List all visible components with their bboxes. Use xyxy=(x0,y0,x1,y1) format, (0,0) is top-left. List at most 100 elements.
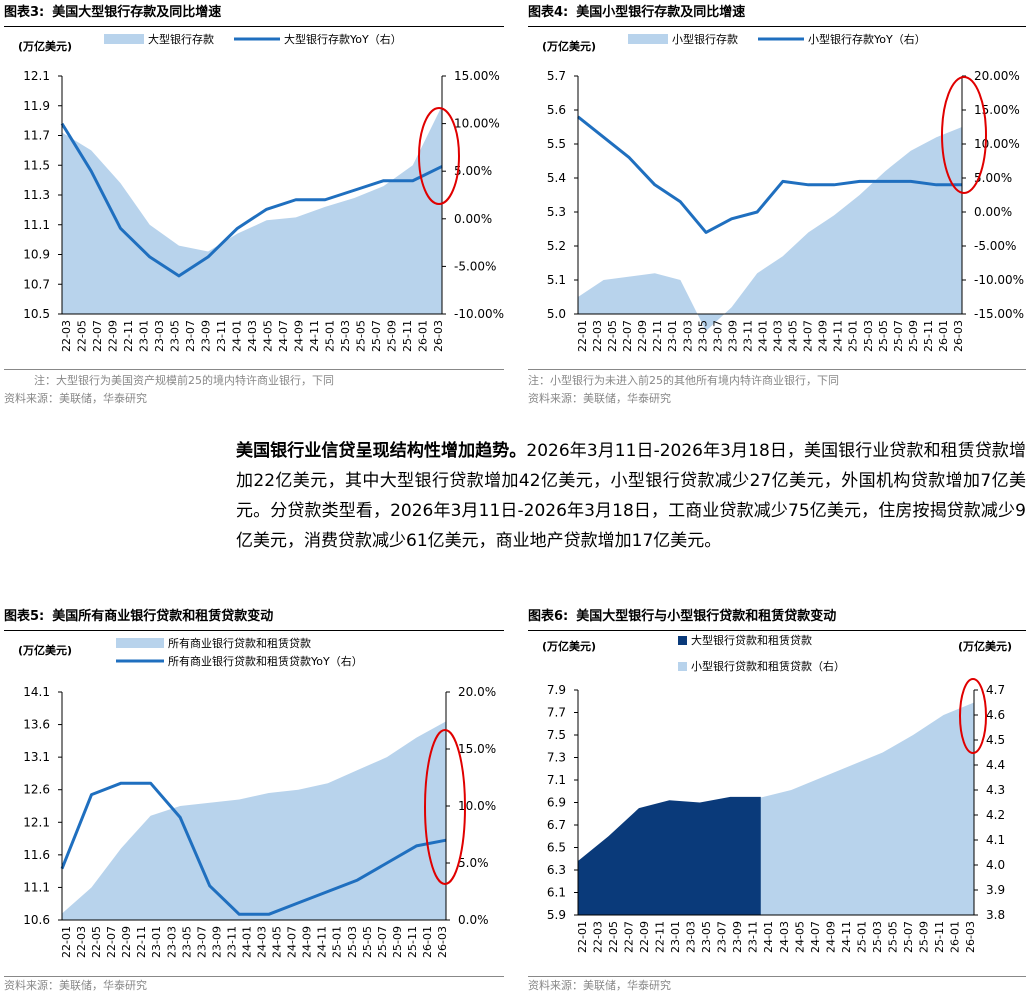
x-tick-label: 22-11 xyxy=(651,320,664,352)
y-left-tick-label: 11.6 xyxy=(23,848,50,862)
y-right-tick-label: 5.00% xyxy=(974,171,1012,185)
x-tick-label: 25-09 xyxy=(917,921,930,953)
y-left-tick-label: 11.5 xyxy=(23,158,50,172)
series-area-large-banks xyxy=(578,796,761,915)
x-tick-label: 22-09 xyxy=(636,320,649,352)
x-tick-label: 23-05 xyxy=(700,921,713,953)
x-tick-label: 24-07 xyxy=(277,320,290,352)
y-left-tick-label: 5.6 xyxy=(547,103,566,117)
y-right-tick-label: 10.0% xyxy=(458,799,496,813)
unit-left-label: (万亿美元) xyxy=(18,643,72,657)
legend-swatch-small xyxy=(678,662,687,671)
y-left-tick-label: 11.9 xyxy=(23,99,50,113)
y-left-tick-label: 5.5 xyxy=(547,137,566,151)
unit-left-label: (万亿美元) xyxy=(18,39,72,53)
x-tick-label: 24-07 xyxy=(286,926,299,958)
legend-swatch-large xyxy=(678,636,687,645)
y-right-tick-label: -10.00% xyxy=(974,273,1024,287)
y-left-tick-label: 10.7 xyxy=(23,277,50,291)
x-tick-label: 22-07 xyxy=(91,320,104,352)
y-left-tick-label: 11.7 xyxy=(23,129,50,143)
x-tick-label: 25-03 xyxy=(871,921,884,953)
x-tick-label: 25-01 xyxy=(847,320,860,352)
y-right-tick-label: 4.2 xyxy=(986,808,1005,822)
x-tick-label: 24-11 xyxy=(832,320,845,352)
y-left-tick-label: 11.1 xyxy=(23,880,50,894)
x-tick-label: 25-05 xyxy=(355,320,368,352)
x-tick-label: 24-05 xyxy=(793,921,806,953)
highlight-ellipse xyxy=(424,729,466,885)
unit-left-label: (万亿美元) xyxy=(542,639,596,653)
x-tick-label: 25-07 xyxy=(376,926,389,958)
x-tick-label: 24-09 xyxy=(824,921,837,953)
x-tick-label: 23-05 xyxy=(180,926,193,958)
y-left-tick-label: 12.1 xyxy=(23,815,50,829)
x-tick-label: 23-09 xyxy=(200,320,213,352)
series-area xyxy=(578,127,962,331)
x-tick-label: 26-03 xyxy=(432,320,445,352)
y-left-tick-label: 5.3 xyxy=(547,205,566,219)
x-tick-label: 24-01 xyxy=(762,921,775,953)
y-left-tick-label: 6.5 xyxy=(547,841,566,855)
legend-swatch-area xyxy=(116,638,164,648)
x-tick-label: 23-01 xyxy=(138,320,151,352)
x-tick-label: 24-03 xyxy=(772,320,785,352)
y-right-tick-label: 0.00% xyxy=(454,212,492,226)
chart-panel-c5: 图表5: 美国所有商业银行贷款和租赁贷款变动 (万亿美元) 所有商业银行贷款和租赁贷… xyxy=(4,606,504,996)
y-left-tick-label: 7.9 xyxy=(547,683,566,697)
x-tick-label: 23-11 xyxy=(747,921,760,953)
legend-label-area: 小型银行存款 xyxy=(672,32,738,46)
x-tick-label: 23-01 xyxy=(666,320,679,352)
y-right-tick-label: 4.4 xyxy=(986,758,1005,772)
unit-right-label: (万亿美元) xyxy=(958,639,1012,653)
y-left-tick-label: 11.1 xyxy=(23,218,50,232)
y-left-tick-label: 10.6 xyxy=(23,913,50,927)
paragraph-lead: 美国银行业信贷呈现结构性增加趋势。 xyxy=(236,441,527,461)
highlight-ellipse xyxy=(959,678,987,754)
y-left-tick-label: 5.1 xyxy=(547,273,566,287)
x-tick-label: 23-01 xyxy=(150,926,163,958)
legend-label-small: 小型银行贷款和租赁贷款（右） xyxy=(691,659,845,673)
chart-title-c6: 图表6: 美国大型银行与小型银行贷款和租赁贷款变动 xyxy=(528,606,1026,631)
x-tick-label: 22-09 xyxy=(107,320,120,352)
x-tick-label: 26-01 xyxy=(948,921,961,953)
chart-panel-c6: 图表6: 美国大型银行与小型银行贷款和租赁贷款变动 (万亿美元) (万亿美元) 大型银… xyxy=(528,606,1026,996)
x-tick-label: 23-05 xyxy=(696,320,709,352)
highlight-ellipse xyxy=(418,107,460,205)
legend-label-area: 所有商业银行贷款和租赁贷款 xyxy=(168,636,311,650)
series-line-yoy xyxy=(60,781,447,916)
x-tick-label: 24-11 xyxy=(840,921,853,953)
x-tick-label: 25-11 xyxy=(406,926,419,958)
y-left-tick-label: 5.2 xyxy=(547,239,566,253)
x-tick-label: 22-11 xyxy=(654,921,667,953)
y-right-tick-label: -5.00% xyxy=(454,259,496,273)
x-tick-label: 22-11 xyxy=(122,320,135,352)
x-tick-label: 25-05 xyxy=(877,320,890,352)
x-tick-label: 22-05 xyxy=(76,320,89,352)
x-tick-label: 24-03 xyxy=(246,320,259,352)
x-tick-label: 25-01 xyxy=(855,921,868,953)
x-tick-label: 25-11 xyxy=(401,320,414,352)
x-tick-label: 23-03 xyxy=(681,320,694,352)
chart-title-c5: 图表5: 美国所有商业银行贷款和租赁贷款变动 xyxy=(4,606,504,631)
x-tick-label: 24-07 xyxy=(802,320,815,352)
y-right-tick-label: 4.6 xyxy=(986,708,1005,722)
x-tick-label: 23-09 xyxy=(210,926,223,958)
chart-panel-c3: 图表3: 美国大型银行存款及同比增速 (万亿美元) 大型银行存款 大型银行存款YoY（… xyxy=(4,2,504,410)
x-tick-label: 24-09 xyxy=(301,926,314,958)
y-right-tick-label: 3.9 xyxy=(986,883,1005,897)
x-tick-label: 22-07 xyxy=(621,320,634,352)
legend-label-line: 所有商业银行贷款和租赁贷款YoY（右） xyxy=(168,654,363,668)
x-tick-label: 25-05 xyxy=(361,926,374,958)
x-tick-label: 23-07 xyxy=(184,320,197,352)
x-tick-label: 25-07 xyxy=(892,320,905,352)
x-tick-label: 23-01 xyxy=(669,921,682,953)
x-tick-label: 22-05 xyxy=(607,921,620,953)
x-tick-label: 26-01 xyxy=(417,320,430,352)
y-left-tick-label: 5.0 xyxy=(547,307,566,321)
x-tick-label: 25-05 xyxy=(886,921,899,953)
y-left-tick-label: 5.7 xyxy=(547,69,566,83)
x-tick-label: 23-11 xyxy=(741,320,754,352)
x-tick-label: 22-03 xyxy=(60,320,73,352)
